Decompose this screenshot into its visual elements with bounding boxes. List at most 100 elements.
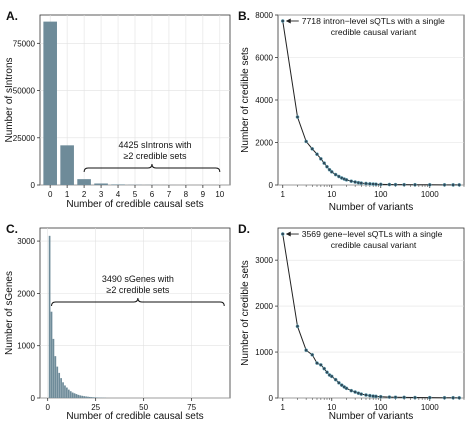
bar — [62, 382, 64, 398]
x-tick-label: 100 — [374, 403, 388, 412]
bar — [64, 385, 66, 398]
bar — [60, 378, 62, 398]
x-tick-label: 10 — [327, 190, 336, 199]
panel-c: 0 1000 2000 3000 0 25 50 75 3490 sGenes with≥2 c… — [4, 222, 231, 422]
data-point — [327, 167, 332, 172]
y-tick-label: 0 — [269, 394, 274, 403]
y-tick-label: 0 — [31, 181, 36, 190]
bar — [81, 395, 84, 398]
panel-label: B. — [238, 9, 250, 23]
annotation-line-1: 3490 sGenes with — [102, 274, 174, 284]
x-tick-label: 75 — [187, 403, 196, 412]
x-tick-label: 10 — [327, 403, 336, 412]
data-point — [329, 169, 334, 174]
data-point — [427, 395, 432, 400]
x-tick-label: 50 — [139, 403, 148, 412]
bar — [85, 396, 87, 398]
bar — [83, 396, 85, 398]
data-point — [364, 393, 368, 397]
data-point — [413, 182, 417, 187]
y-tick-label: 2000 — [17, 289, 35, 298]
y-tick-label: 3000 — [255, 256, 273, 265]
data-point — [378, 182, 383, 187]
data-point — [337, 174, 341, 179]
data-point — [329, 374, 334, 379]
bar — [94, 183, 108, 185]
bar — [48, 235, 51, 398]
annotation-line-1: 3569 gene−level sQTLs with a single — [302, 229, 443, 239]
y-tick-label: 4000 — [255, 96, 273, 105]
data-point — [442, 395, 447, 400]
bar — [87, 396, 89, 398]
y-axis-title: Number of credible sets — [240, 47, 251, 153]
bar — [66, 387, 68, 398]
credible-sets-bracket — [83, 163, 221, 173]
panel-label: A. — [6, 9, 18, 23]
bar — [90, 397, 93, 398]
x-tick-label: 3 — [99, 190, 104, 199]
data-point — [280, 232, 285, 236]
bar — [43, 21, 57, 185]
data-point — [353, 180, 357, 184]
data-point — [325, 164, 329, 169]
x-tick-label: 0 — [45, 403, 50, 412]
y-tick-label: 2000 — [255, 139, 273, 148]
bar — [58, 372, 61, 398]
plot-frame — [39, 227, 231, 399]
y-tick-label: 3000 — [17, 237, 35, 246]
data-point — [451, 183, 455, 187]
data-point — [333, 172, 338, 177]
x-axis-title: Number of credible causal sets — [66, 199, 203, 210]
data-point — [374, 394, 378, 399]
bar — [89, 396, 91, 398]
annotation-line-1: 7718 intron−level sQTLs with a single — [302, 16, 445, 26]
bar — [69, 391, 72, 398]
y-tick-label: 50000 — [13, 87, 36, 96]
x-tick-label: 1 — [65, 190, 70, 199]
data-point — [359, 181, 364, 185]
data-point — [310, 147, 315, 151]
x-tick-label: 2 — [82, 190, 87, 199]
bar — [73, 393, 76, 398]
panel-label: C. — [6, 222, 18, 236]
annotation-line-2: ≥2 credible sets — [106, 285, 169, 295]
y-axis-title: Number of sIntrons — [4, 57, 15, 142]
data-point — [295, 324, 300, 329]
data-point — [353, 390, 357, 394]
data-point — [451, 395, 455, 400]
y-tick-label: 0 — [269, 181, 274, 190]
data-point — [402, 182, 406, 187]
x-tick-label: 100 — [374, 190, 388, 199]
x-tick-label: 6 — [150, 190, 155, 199]
data-point — [368, 393, 372, 398]
bar — [96, 397, 99, 398]
x-tick-label: 25 — [91, 403, 100, 412]
plot-frame — [277, 227, 465, 399]
x-tick-label: 1000 — [421, 190, 439, 199]
x-tick-label: 10 — [215, 190, 224, 199]
data-point — [349, 179, 354, 184]
bar — [79, 395, 82, 398]
data-point — [344, 178, 349, 182]
data-point — [280, 19, 285, 23]
y-tick-label: 25000 — [13, 134, 36, 143]
data-point — [310, 352, 315, 357]
data-point — [325, 370, 329, 375]
bar — [111, 184, 125, 185]
panel-a: 0 25000 50000 75000 0 1 2 3 4 5 6 7 8 9 10 4425 sIntron… — [4, 9, 231, 210]
data-point — [393, 182, 398, 187]
data-point — [457, 395, 462, 400]
y-tick-label: 2000 — [255, 302, 273, 311]
data-point — [304, 139, 308, 144]
bar — [77, 179, 91, 185]
data-point — [413, 395, 417, 400]
data-point — [349, 388, 354, 393]
x-tick-label: 1 — [281, 403, 286, 412]
arrow-head-icon — [285, 231, 291, 237]
data-point — [319, 157, 323, 161]
panel-b: 0 2000 4000 6000 8000 1 10 100 1000 7718 intron−l… — [238, 9, 465, 213]
annotation-line-2: ≥2 credible sets — [123, 151, 186, 161]
data-point — [387, 395, 392, 399]
data-point — [344, 386, 349, 391]
